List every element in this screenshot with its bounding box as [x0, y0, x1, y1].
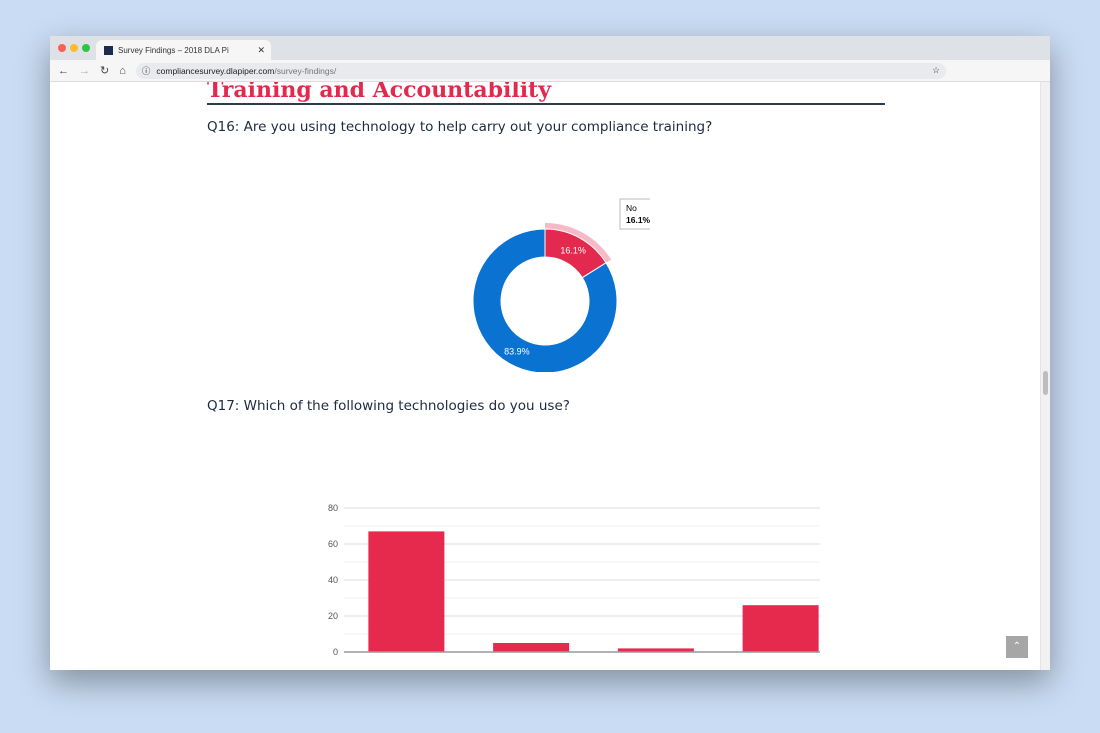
x-tick-label: Skype — [643, 657, 668, 658]
section-title: Training and Accountability — [207, 82, 551, 103]
browser-tab[interactable]: Survey Findings – 2018 DLA Pi ✕ — [96, 40, 271, 60]
minimize-window-icon[interactable] — [70, 44, 78, 52]
scrollbar[interactable] — [1040, 82, 1050, 670]
bar-chart: 0 20 40 60 80 Interactive online programs Mobi… — [328, 503, 820, 658]
url-host: compliancesurvey.dlapiper.com — [156, 65, 275, 76]
y-tick-label: 20 — [328, 611, 338, 621]
tooltip-label: No — [626, 203, 637, 213]
maximize-window-icon[interactable] — [82, 44, 90, 52]
x-tick-label: Interactive online programs — [352, 657, 461, 658]
title-divider — [207, 103, 885, 105]
info-icon: ⓘ — [141, 65, 151, 76]
close-window-icon[interactable] — [58, 44, 66, 52]
home-icon[interactable]: ⌂ — [119, 64, 126, 77]
url-path: /survey-findings/ — [274, 65, 337, 76]
tooltip-value: 16.1% — [626, 215, 650, 225]
bar — [368, 531, 445, 652]
browser-window: Survey Findings – 2018 DLA Pi ✕ ← → ↻ ⌂ … — [50, 36, 1050, 670]
y-tick-label: 60 — [328, 539, 338, 549]
bar — [493, 643, 570, 652]
address-bar: ← → ↻ ⌂ ⓘ compliancesurvey.dlapiper.com/… — [50, 60, 1050, 82]
x-tick-label: Other — [769, 657, 792, 658]
scrollbar-thumb[interactable] — [1043, 371, 1048, 395]
tab-title: Survey Findings – 2018 DLA Pi — [118, 45, 229, 55]
donut-chart: 16.1%83.9%NoYesNo16.1% — [472, 198, 650, 372]
slice-label: 83.9% — [504, 347, 530, 357]
tooltip — [619, 198, 650, 230]
slice-yes — [472, 228, 618, 372]
bar — [742, 605, 819, 652]
slice-label: 16.1% — [560, 245, 586, 255]
forward-icon[interactable]: → — [79, 64, 90, 77]
question-17: Q17: Which of the following technologies… — [207, 398, 570, 414]
reload-icon[interactable]: ↻ — [100, 65, 110, 77]
tab-bar: Survey Findings – 2018 DLA Pi ✕ — [50, 36, 1050, 60]
y-tick-label: 0 — [333, 647, 338, 657]
bookmark-star-icon[interactable]: ☆ — [932, 65, 940, 75]
page-content: Training and Accountability Q16: Are you… — [50, 82, 1040, 670]
y-tick-label: 80 — [328, 503, 338, 513]
bar — [617, 648, 694, 652]
question-16: Q16: Are you using technology to help ca… — [207, 119, 713, 135]
back-icon[interactable]: ← — [58, 64, 69, 77]
y-tick-label: 40 — [328, 575, 338, 585]
scroll-to-top-button[interactable]: ⌃ — [1006, 636, 1028, 658]
x-tick-label: Mobile apps — [507, 657, 556, 658]
favicon-icon — [104, 45, 113, 55]
url-input[interactable]: ⓘ compliancesurvey.dlapiper.com/survey-f… — [135, 62, 946, 79]
tab-close-icon[interactable]: ✕ — [257, 44, 265, 55]
